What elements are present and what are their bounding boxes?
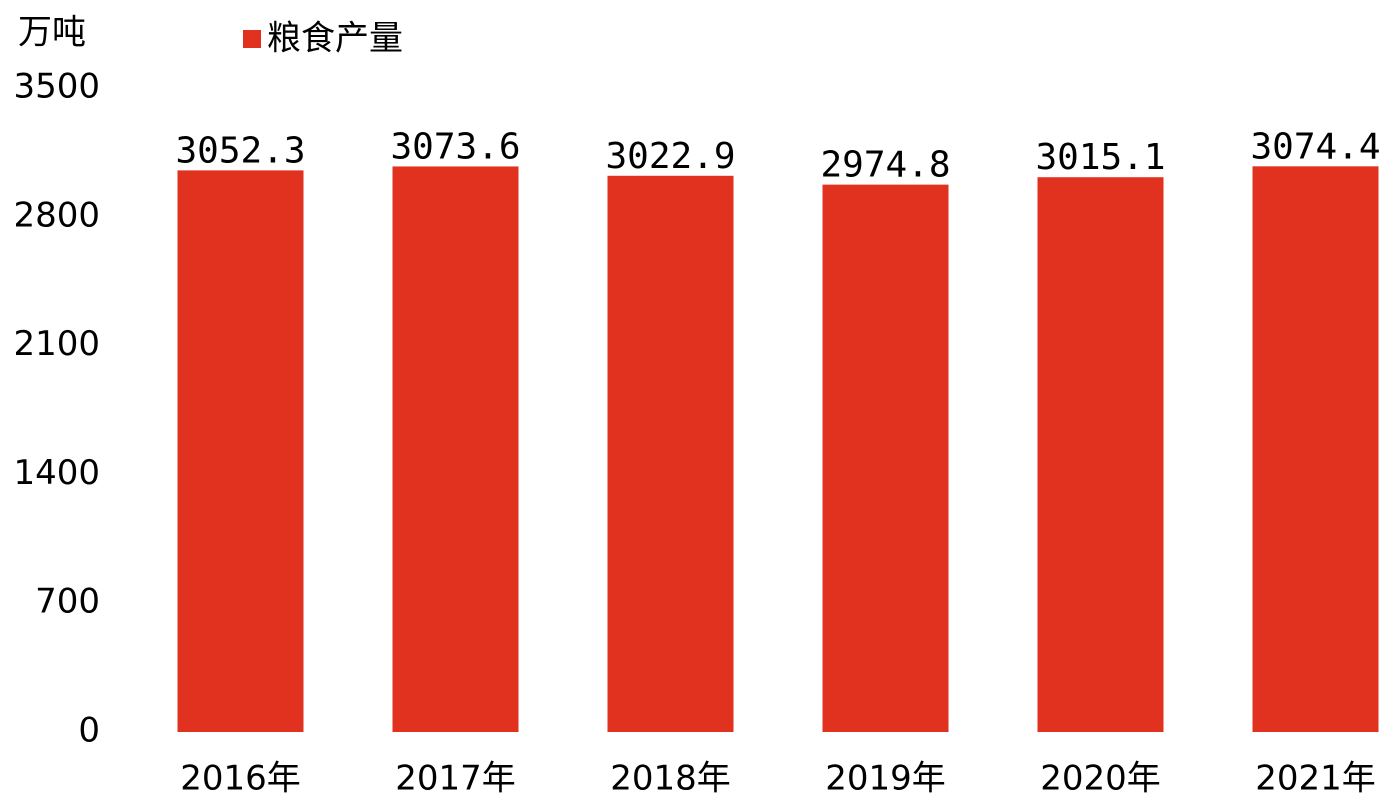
- bar: [177, 170, 304, 732]
- y-tick-label: 2100: [13, 324, 100, 364]
- x-tick-label: 2018年: [610, 759, 731, 799]
- bar: [822, 184, 949, 733]
- bar: [1037, 177, 1164, 732]
- bar: [1252, 166, 1379, 732]
- value-label: 3074.4: [1250, 126, 1380, 167]
- y-axis-label: 万吨: [18, 13, 86, 53]
- legend-swatch: [243, 30, 261, 48]
- x-tick-label: 2021年: [1255, 759, 1376, 799]
- value-label: 3052.3: [175, 130, 305, 171]
- y-tick-label: 1400: [13, 453, 100, 493]
- x-tick-label: 2019年: [825, 759, 946, 799]
- bar: [607, 175, 734, 733]
- y-tick-label: 0: [78, 711, 100, 751]
- y-tick-label: 2800: [13, 195, 100, 235]
- value-label: 3073.6: [390, 126, 520, 167]
- value-label: 2974.8: [820, 145, 950, 186]
- legend-label: 粮食产量: [267, 19, 403, 59]
- value-label: 3015.1: [1035, 137, 1165, 178]
- bar: [392, 166, 519, 733]
- x-tick-label: 2020年: [1040, 759, 1161, 799]
- y-tick-label: 700: [35, 582, 100, 622]
- x-tick-label: 2016年: [180, 759, 301, 799]
- value-label: 3022.9: [605, 136, 735, 177]
- y-tick-label: 3500: [13, 67, 100, 107]
- x-tick-label: 2017年: [395, 759, 516, 799]
